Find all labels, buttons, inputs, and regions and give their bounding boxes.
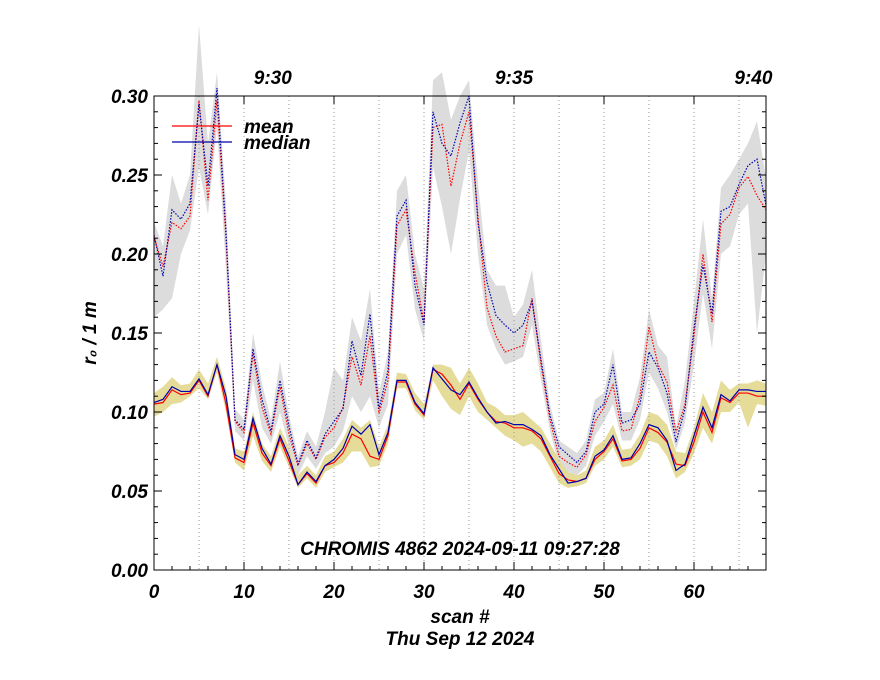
dataset-annotation: CHROMIS 4862 2024-09-11 09:27:28: [300, 539, 620, 560]
x-axis-title: scan #: [430, 607, 490, 628]
x-tick-label: 50: [593, 582, 615, 603]
time-gridlines: [198, 96, 740, 570]
time-tick-label: 9:40: [734, 68, 772, 89]
x-tick-label: 30: [413, 582, 435, 603]
upper-band-area: [154, 24, 766, 476]
y-tick-label: 0.05: [111, 482, 148, 503]
median-upper-line: [153, 88, 767, 467]
mean-lower-line: [153, 364, 766, 486]
mean-upper-line: [153, 100, 767, 469]
y-axis-title: r₀ / 1 m: [80, 301, 101, 365]
x-tick-label: 40: [502, 582, 525, 603]
y-tick-label: 0.15: [111, 324, 148, 345]
median-lower-line: [153, 362, 766, 487]
x-tick-label: 0: [149, 582, 160, 603]
y-tick-label: 0.25: [111, 166, 148, 187]
y-tick-label: 0.20: [111, 245, 148, 266]
series-layer: [153, 88, 767, 487]
y-tick-label: 0.00: [111, 561, 148, 582]
y-tick-label: 0.10: [111, 403, 148, 424]
x-tick-label: 60: [683, 582, 705, 603]
time-tick-label: 9:30: [254, 68, 292, 89]
x-tick-label: 10: [233, 582, 255, 603]
median-legend-label: median: [244, 133, 311, 154]
x-tick-label: 20: [322, 582, 345, 603]
y-tick-label: 0.30: [111, 87, 148, 108]
time-tick-label: 9:35: [495, 68, 533, 89]
axis-ticks: 0 10 20 30 40 50 60 0.00 0.05 0.10 0.15 0.20 0.25 0.3…: [111, 68, 773, 603]
mean-legend-label: mean: [244, 117, 294, 138]
date-label: Thu Sep 12 2024: [386, 629, 535, 650]
